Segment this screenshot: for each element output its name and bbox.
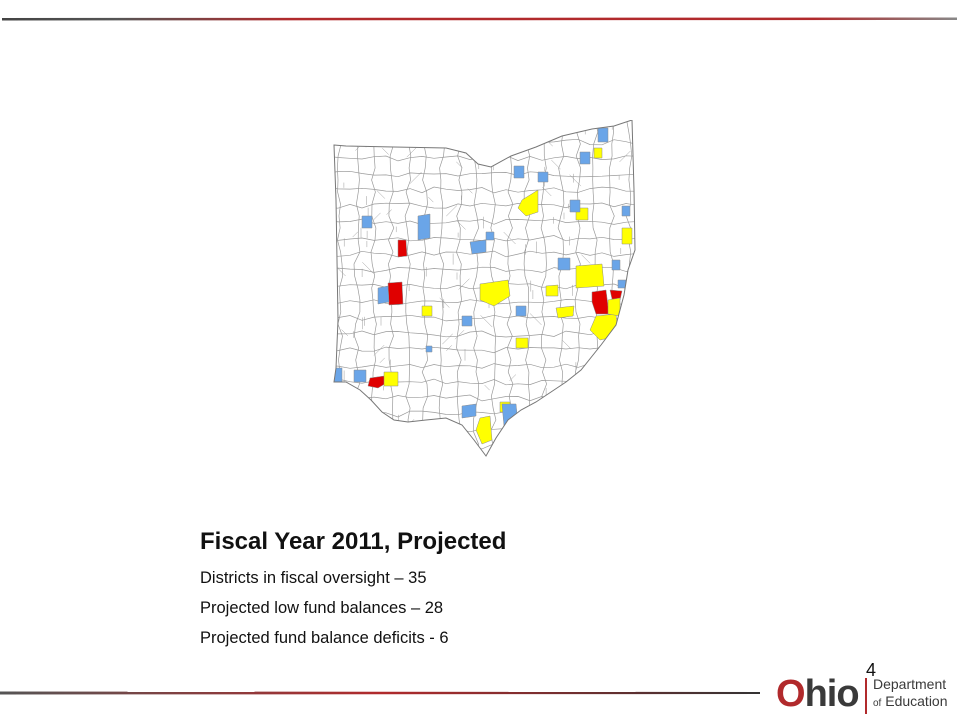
logo-education: Education xyxy=(885,693,948,709)
oversight-district xyxy=(461,403,477,419)
oversight-district xyxy=(417,213,431,241)
oversight-district xyxy=(621,205,631,217)
oversight-district xyxy=(617,279,627,289)
oversight-district xyxy=(485,231,495,241)
low-fund-district xyxy=(593,147,603,159)
logo-department-text: Department of Education xyxy=(873,676,948,712)
oversight-district xyxy=(353,369,367,383)
low-fund-district xyxy=(421,305,433,317)
caption-deficits: Projected fund balance deficits - 6 xyxy=(200,629,449,647)
logo-ohio-o: O xyxy=(776,673,806,715)
oversight-district xyxy=(461,315,473,327)
logo-divider xyxy=(865,678,867,714)
slide-number: 4 xyxy=(866,660,877,680)
oversight-district xyxy=(569,199,581,213)
caption-title: Fiscal Year 2011, Projected xyxy=(200,528,507,555)
low-fund-district xyxy=(545,284,559,297)
low-fund-district xyxy=(607,297,621,317)
logo-ohio-wordmark: Ohio xyxy=(776,673,860,715)
oversight-district xyxy=(537,171,549,183)
oversight-district xyxy=(361,215,373,229)
low-fund-district xyxy=(517,189,539,217)
deficit-district xyxy=(387,281,404,306)
state-outline xyxy=(333,119,636,457)
logo-of: of xyxy=(873,698,882,709)
low-fund-district xyxy=(575,263,605,289)
oversight-district xyxy=(469,239,487,255)
low-fund-district xyxy=(621,227,633,245)
low-fund-district xyxy=(555,305,575,319)
deficit-district xyxy=(367,375,389,389)
ohio-department-of-education-logo: Ohio Department of Education xyxy=(776,672,956,716)
oversight-district xyxy=(513,165,525,179)
caption-block: Fiscal Year 2011, Projected Districts in… xyxy=(200,528,720,658)
oversight-district xyxy=(611,259,621,271)
oversight-district xyxy=(597,127,609,143)
bottom-divider xyxy=(0,691,760,695)
oversight-district xyxy=(557,257,571,271)
low-fund-district xyxy=(475,415,493,445)
low-fund-district xyxy=(479,279,511,307)
ohio-district-map xyxy=(326,119,638,458)
oversight-district xyxy=(425,345,433,353)
logo-department: Department xyxy=(873,676,947,692)
caption-oversight: Districts in fiscal oversight – 35 xyxy=(200,569,427,587)
deficit-district xyxy=(397,239,408,258)
low-fund-district xyxy=(383,371,399,387)
oversight-district xyxy=(501,403,519,427)
low-fund-district xyxy=(515,337,529,349)
caption-low-fund: Projected low fund balances – 28 xyxy=(200,599,444,617)
oversight-district xyxy=(515,305,527,317)
oversight-district xyxy=(377,285,390,305)
top-divider xyxy=(2,17,957,21)
logo-ohio-rest: hio xyxy=(804,673,860,715)
oversight-district xyxy=(579,151,591,165)
